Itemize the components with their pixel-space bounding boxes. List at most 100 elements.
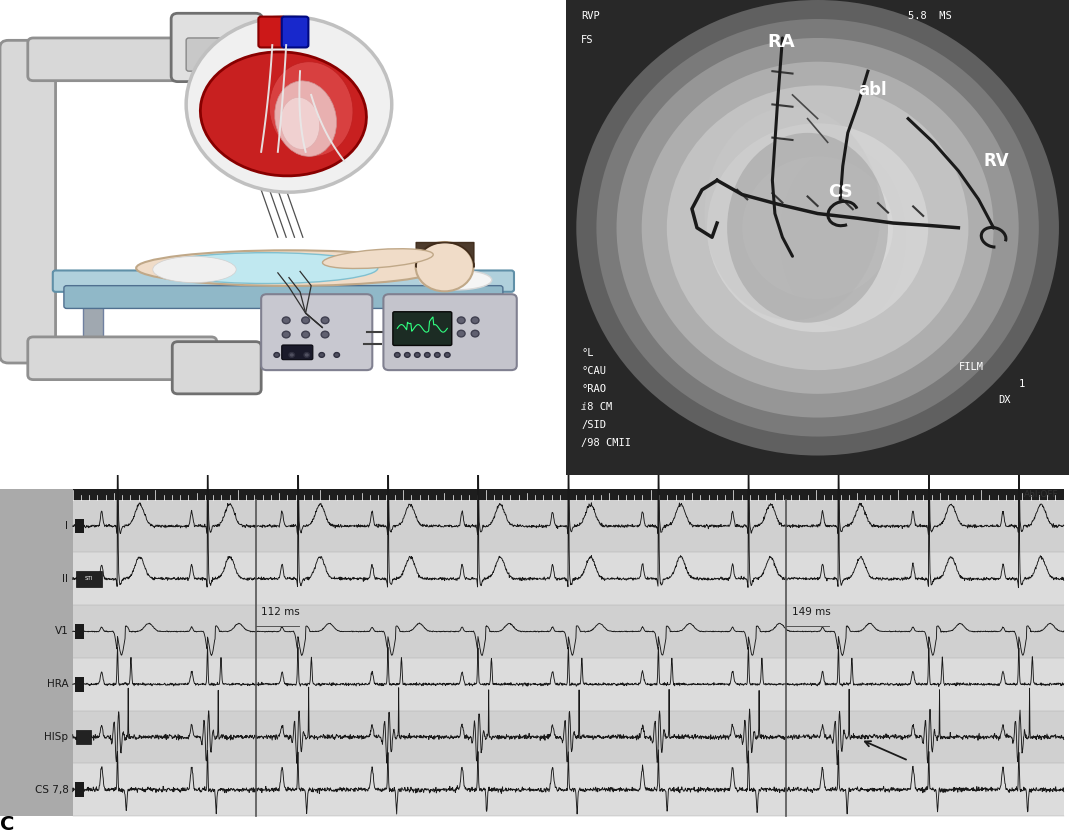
Bar [73,500,1064,552]
Ellipse shape [156,253,377,284]
Circle shape [641,62,993,394]
FancyBboxPatch shape [186,38,247,71]
Bar [73,763,1064,816]
Circle shape [434,353,440,357]
Text: RA: RA [768,33,795,52]
Text: V1: V1 [55,626,68,636]
Bar [75,782,84,797]
Text: DX: DX [998,395,1011,405]
Text: RV: RV [983,152,1009,170]
Circle shape [321,317,329,324]
Circle shape [334,353,340,357]
Circle shape [667,85,969,370]
Text: II: II [62,574,68,584]
Text: Abl:OFF: Abl:OFF [1024,490,1058,499]
Circle shape [301,331,310,338]
Circle shape [471,330,479,337]
FancyBboxPatch shape [172,342,261,394]
Circle shape [321,331,329,338]
Circle shape [597,19,1039,436]
Bar [73,711,1064,763]
Ellipse shape [780,147,905,328]
Ellipse shape [269,62,353,157]
FancyBboxPatch shape [64,286,502,309]
Bar [73,489,1064,500]
Ellipse shape [323,249,433,269]
Text: °L: °L [582,348,594,358]
Circle shape [742,157,893,299]
Text: B: B [541,489,556,508]
Circle shape [274,353,279,357]
Circle shape [394,353,400,357]
FancyBboxPatch shape [76,731,91,744]
FancyBboxPatch shape [69,342,117,356]
Circle shape [458,317,465,324]
FancyBboxPatch shape [171,13,262,82]
Ellipse shape [136,250,441,286]
Text: /98 CMII: /98 CMII [582,438,632,448]
Text: 5.8  MS: 5.8 MS [909,11,951,21]
Text: °RAO: °RAO [582,384,606,394]
FancyBboxPatch shape [76,571,102,586]
Ellipse shape [704,107,881,320]
Circle shape [301,317,310,324]
Circle shape [282,331,290,338]
Text: STI: STI [84,576,93,581]
FancyBboxPatch shape [52,270,514,292]
FancyBboxPatch shape [459,342,506,356]
Circle shape [289,353,294,357]
Text: FILM: FILM [959,362,983,372]
FancyBboxPatch shape [28,38,217,81]
Bar [75,519,84,534]
FancyBboxPatch shape [282,345,313,359]
Circle shape [416,242,474,291]
Circle shape [617,38,1019,418]
FancyBboxPatch shape [282,17,308,48]
Text: °CAU: °CAU [582,366,606,376]
Text: HRA: HRA [47,679,68,689]
Bar [73,605,1064,658]
Text: CS: CS [827,183,852,201]
Ellipse shape [200,52,367,176]
FancyBboxPatch shape [393,312,452,345]
Circle shape [471,317,479,324]
Ellipse shape [280,98,320,149]
Ellipse shape [419,270,492,290]
Circle shape [424,353,430,357]
Text: /SID: /SID [582,420,606,430]
Text: FS: FS [582,35,594,45]
FancyBboxPatch shape [259,17,285,48]
Circle shape [319,353,325,357]
Circle shape [415,353,420,357]
Text: 1: 1 [1019,379,1025,389]
FancyBboxPatch shape [261,294,372,370]
Text: CS 7,8: CS 7,8 [34,785,68,795]
Bar [0,489,73,816]
Circle shape [707,123,928,332]
Text: 112 ms: 112 ms [261,607,300,617]
Circle shape [186,17,391,192]
Text: 149 ms: 149 ms [791,607,831,617]
Bar [73,658,1064,711]
Bar [472,299,492,346]
Circle shape [576,0,1059,455]
Text: abl: abl [857,81,886,99]
Bar [73,552,1064,605]
FancyBboxPatch shape [28,337,217,379]
Text: C: C [0,815,14,834]
Circle shape [445,353,450,357]
Text: HISp: HISp [45,732,68,742]
Text: A: A [0,489,4,508]
FancyBboxPatch shape [384,294,516,370]
Text: ⅈ8 CM: ⅈ8 CM [582,402,613,412]
Ellipse shape [727,133,888,323]
Ellipse shape [153,257,236,283]
Circle shape [304,353,310,357]
Bar [75,624,84,639]
Bar [75,677,84,691]
Circle shape [282,317,290,324]
Text: I: I [65,521,68,531]
Text: RVP: RVP [582,11,600,21]
Ellipse shape [275,81,337,157]
Bar [83,299,103,346]
